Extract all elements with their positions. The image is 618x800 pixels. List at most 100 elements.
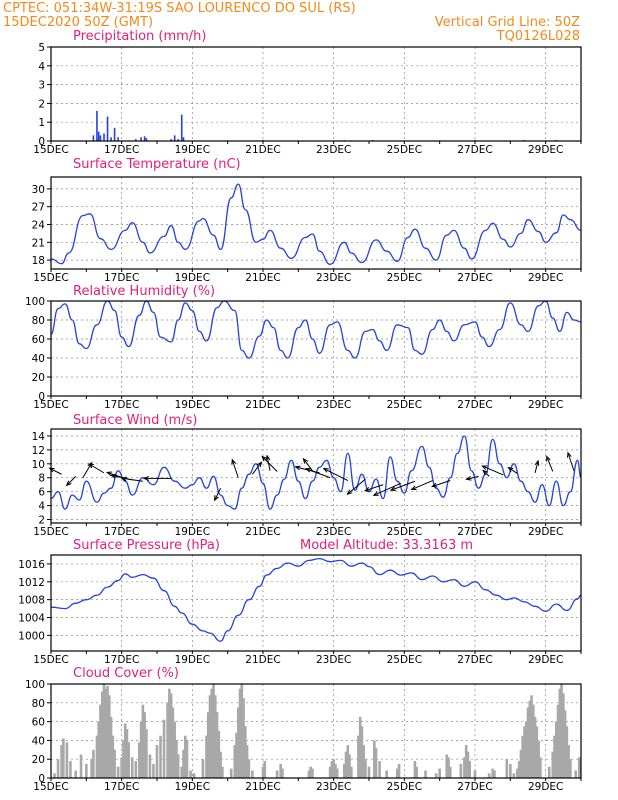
bar xyxy=(464,745,468,778)
y-tick-label: 24 xyxy=(32,219,46,231)
x-tick-label: 17DEC xyxy=(104,781,139,793)
bar xyxy=(574,770,577,778)
bar xyxy=(553,735,556,778)
plot-frame xyxy=(50,176,582,270)
plot-frame xyxy=(50,554,582,652)
bar xyxy=(85,763,88,778)
y-tick-label: 40 xyxy=(32,735,45,747)
bar xyxy=(505,759,509,778)
y-tick-label: 21 xyxy=(32,237,45,249)
y-tick-label: 100 xyxy=(25,679,45,691)
bar xyxy=(141,704,145,778)
x-tick-label: 15DEC xyxy=(33,144,68,156)
bar xyxy=(166,702,169,778)
bar xyxy=(210,688,214,778)
bar xyxy=(335,768,339,778)
bar xyxy=(122,740,125,778)
bar xyxy=(56,759,60,778)
bar xyxy=(145,138,148,141)
bar xyxy=(62,738,65,778)
header: CPTEC: 051:34W-31:19S SAO LOURENCO DO SU… xyxy=(3,1,580,44)
x-tick-label: 17DEC xyxy=(104,654,139,666)
bar xyxy=(180,114,183,141)
bar xyxy=(177,139,179,141)
bar xyxy=(182,137,185,141)
bar xyxy=(528,700,532,778)
x-tick-label: 21DEC xyxy=(245,399,280,411)
bar xyxy=(90,759,93,778)
bar xyxy=(53,773,56,778)
bar xyxy=(519,749,523,778)
bar xyxy=(364,759,367,778)
bar xyxy=(106,685,109,778)
bar xyxy=(385,770,388,778)
bar xyxy=(99,704,102,778)
bar xyxy=(192,773,196,778)
bar xyxy=(175,740,178,778)
panel-4: Surface Wind (m/s) 2 4 6 8 10 12 14 15DEC 17DEC 19… xyxy=(32,413,582,538)
bar xyxy=(309,766,312,778)
bar xyxy=(109,716,113,778)
x-tick-label: 23DEC xyxy=(316,781,351,793)
bar xyxy=(103,133,105,141)
bar xyxy=(102,684,106,778)
x-tick-label: 25DEC xyxy=(387,272,422,284)
bar xyxy=(357,735,360,778)
bar xyxy=(251,770,254,778)
bar xyxy=(350,766,353,778)
bar xyxy=(169,693,173,778)
bar xyxy=(539,757,542,778)
bar xyxy=(530,695,533,778)
x-tick-label: 15DEC xyxy=(33,272,68,284)
bar xyxy=(524,721,528,778)
bar xyxy=(233,745,237,778)
bar xyxy=(551,751,555,778)
x-tick-label: 17DEC xyxy=(104,399,139,411)
bar xyxy=(113,749,116,778)
x-tick-label: 21DEC xyxy=(245,272,280,284)
panel-2: Surface Temperature (nC) 18 21 24 27 30 15DEC 1… xyxy=(32,157,582,284)
y-tick-label: 0 xyxy=(38,136,45,148)
bar xyxy=(143,136,146,141)
x-tick-label: 15DEC xyxy=(33,526,68,538)
bar xyxy=(111,735,115,778)
wind-arrow xyxy=(87,463,105,474)
panel-title: Surface Pressure (hPa) xyxy=(73,538,220,553)
plot-frame xyxy=(50,300,582,397)
x-tick-label: 27DEC xyxy=(457,399,492,411)
bar xyxy=(434,773,438,778)
wind-arrow xyxy=(322,467,349,481)
bar xyxy=(205,735,208,778)
bar xyxy=(397,763,401,778)
bar xyxy=(373,740,376,778)
bar xyxy=(348,754,351,778)
bar xyxy=(424,770,427,778)
x-tick-label: 21DEC xyxy=(245,526,280,538)
bar xyxy=(176,754,180,778)
bar xyxy=(459,763,463,778)
wind-arrow xyxy=(261,455,278,472)
bar xyxy=(413,761,417,778)
bar xyxy=(235,732,238,778)
x-tick-label: 25DEC xyxy=(387,526,422,538)
bar xyxy=(95,735,99,778)
y-tick-label: 30 xyxy=(32,184,45,196)
bar xyxy=(378,761,381,778)
bar xyxy=(516,768,519,778)
bar xyxy=(244,726,247,778)
x-tick-label: 25DEC xyxy=(387,399,422,411)
y-tick-label: 60 xyxy=(32,334,45,346)
y-tick-label: 0 xyxy=(38,773,45,785)
bar xyxy=(473,770,477,778)
y-tick-label: 3 xyxy=(38,80,45,92)
bar xyxy=(493,770,496,778)
bar xyxy=(139,721,143,778)
x-tick-label: 15DEC xyxy=(33,781,68,793)
y-tick-label: 6 xyxy=(38,487,45,499)
bar xyxy=(523,726,526,778)
bar xyxy=(113,127,116,141)
y-tick-label: 20 xyxy=(32,372,45,384)
bar xyxy=(537,740,540,778)
bar xyxy=(491,768,494,778)
x-tick-label: 29DEC xyxy=(528,526,563,538)
